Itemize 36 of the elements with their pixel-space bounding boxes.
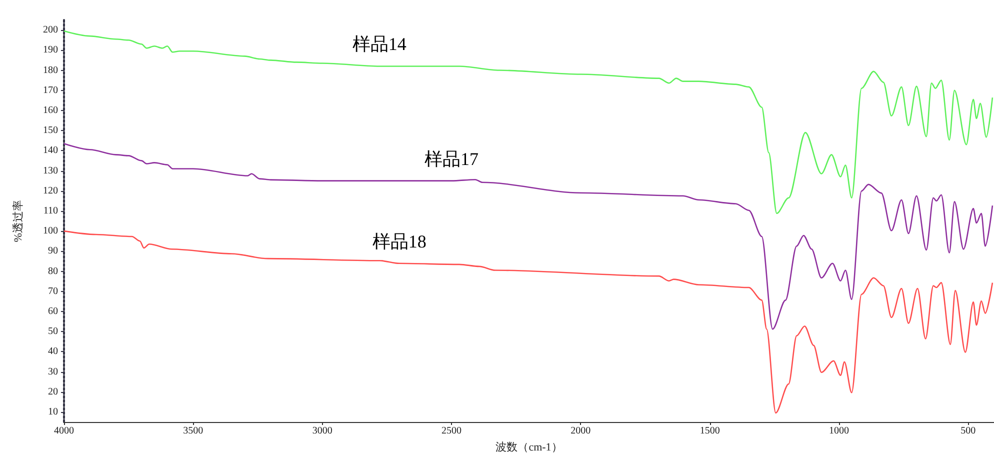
y-tick-label: 80	[48, 266, 58, 277]
y-tick-label: 90	[48, 246, 58, 257]
y-tick-label: 160	[43, 104, 58, 116]
y-tick-label: 190	[43, 44, 58, 56]
y-tick-label: 60	[48, 306, 58, 317]
y-tick-label: 20	[48, 386, 58, 398]
y-axis-title: %透过率	[12, 200, 24, 242]
x-tick-label: 2000	[570, 426, 591, 436]
y-tick-label: 170	[43, 84, 58, 96]
y-tick-label: 120	[43, 185, 58, 196]
x-axis-title: 波数（cm-1）	[496, 440, 562, 454]
x-tick-label: 500	[960, 426, 976, 436]
line-series	[63, 30, 994, 214]
series-label: 样品17	[424, 148, 478, 169]
x-tick-label: 2500	[442, 426, 462, 436]
x-tick-label: 3500	[183, 426, 204, 436]
y-tick-label: 110	[43, 205, 58, 216]
series-label: 样品14	[352, 34, 406, 54]
x-tick-label: 4000	[54, 426, 74, 436]
series-label: 样品18	[372, 231, 426, 252]
x-tick-label: 1500	[700, 426, 720, 436]
y-tick-label: 150	[43, 125, 58, 136]
y-tick-label: 200	[43, 24, 58, 36]
x-tick-label: 3000	[312, 426, 332, 436]
line-series	[63, 142, 994, 330]
y-tick-label: 40	[48, 346, 58, 358]
y-tick-label: 140	[43, 145, 58, 156]
line-series	[63, 230, 994, 414]
y-tick-label: 30	[48, 366, 58, 378]
y-tick-label: 130	[43, 165, 58, 176]
y-tick-label: 10	[48, 406, 58, 418]
x-tick-label: 1000	[829, 426, 849, 436]
y-tick-label: 70	[48, 286, 58, 297]
y-tick-label: 180	[43, 64, 58, 76]
y-tick-label: 50	[48, 326, 58, 338]
y-tick-label: 100	[43, 226, 58, 237]
